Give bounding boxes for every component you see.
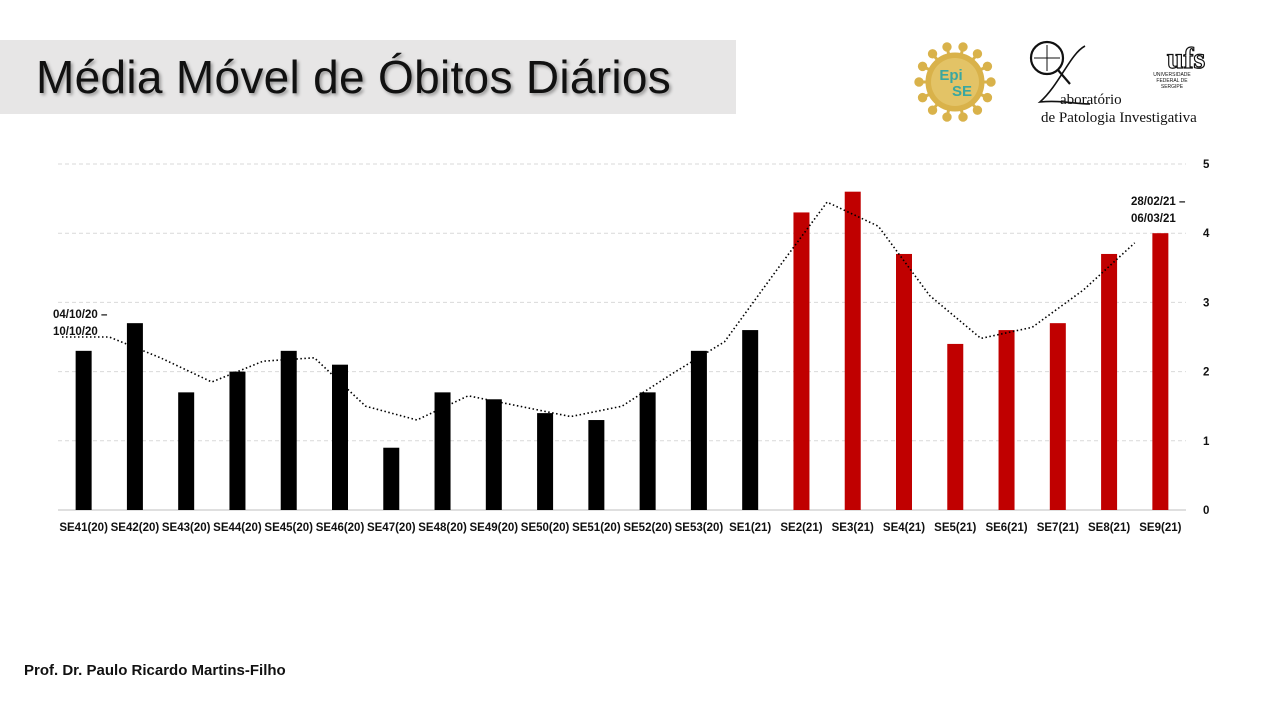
x-tick-label: SE2(21) [780, 522, 822, 534]
lab-logo-line2: de Patologia Investigativa [1041, 110, 1197, 126]
virus-spike-tip [982, 92, 993, 103]
x-tick-label: SE3(21) [832, 522, 874, 534]
virus-spike-tip [958, 112, 968, 122]
virus-spike-tip [986, 77, 996, 87]
virus-core [931, 58, 979, 106]
episE-logo-line1: Epi [939, 67, 962, 84]
x-tick-label: SE6(21) [985, 522, 1027, 534]
x-tick-label: SE45(20) [264, 522, 313, 534]
virus-spike-tip [972, 49, 983, 59]
ufs-logo-text: ufs [1167, 42, 1205, 75]
x-tick-label: SE51(20) [572, 522, 621, 534]
x-tick-label: SE42(20) [111, 522, 160, 534]
annotation-line1: 04/10/20 – [53, 309, 108, 321]
annotation-line2: 06/03/21 [1131, 213, 1176, 225]
bar [793, 212, 810, 510]
author-credit: Prof. Dr. Paulo Ricardo Martins-Filho [24, 662, 286, 679]
x-tick-label: SE48(20) [418, 522, 467, 534]
bar [1101, 253, 1118, 510]
bar [947, 343, 964, 510]
virus-spike-tip [917, 92, 928, 103]
bar [229, 371, 246, 510]
x-tick-label: SE43(20) [162, 522, 211, 534]
magnifier-icon [1029, 40, 1091, 105]
bar [126, 323, 143, 510]
ufs-caption-2: FEDERAL DE [1156, 78, 1188, 84]
y-tick-label: 5 [1203, 159, 1210, 171]
title-banner [0, 40, 736, 114]
x-tick-label: SE7(21) [1037, 522, 1079, 534]
virus-icon [914, 42, 996, 122]
bar [690, 350, 707, 510]
x-tick-label: SE4(21) [883, 522, 925, 534]
y-tick-label: 2 [1203, 367, 1209, 379]
ufs-caption-3: SERGIPE [1161, 84, 1184, 90]
y-tick-label: 3 [1203, 297, 1209, 309]
x-tick-label: SE8(21) [1088, 522, 1130, 534]
bar [742, 330, 759, 510]
bar [383, 447, 400, 510]
y-tick-labels: 0 1 2 3 4 5 [1203, 159, 1210, 517]
virus-spike-tip [942, 42, 952, 52]
annotation-line1: 28/02/21 – [1131, 196, 1186, 208]
bar [537, 413, 554, 510]
trend-line-group [62, 201, 1136, 421]
bar [998, 330, 1015, 510]
gridlines [58, 163, 1186, 511]
bar [280, 350, 297, 510]
virus-spike-tip [942, 112, 952, 122]
bar [332, 364, 348, 510]
x-tick-labels: SE41(20) SE42(20) SE43(20) SE44(20) SE45(20)… [59, 522, 1181, 534]
virus-spike-tip [917, 61, 928, 72]
bar [178, 392, 195, 510]
x-tick-label: SE49(20) [470, 522, 519, 534]
x-tick-label: SE52(20) [623, 522, 672, 534]
ufs-caption-1: UNIVERSIDADE [1153, 72, 1191, 78]
bar [844, 191, 861, 510]
x-tick-label: SE46(20) [316, 522, 365, 534]
bar [1152, 233, 1169, 510]
virus-spike-tip [958, 42, 968, 52]
bar [434, 392, 451, 510]
lab-logo: aboratório de Patologia Investigativa [1029, 40, 1197, 126]
virus-spike-tip [914, 77, 924, 87]
lab-logo-line1: aboratório [1060, 92, 1122, 108]
episE-logo: Epi SE [914, 42, 996, 122]
bar [75, 350, 92, 510]
x-tick-label: SE44(20) [213, 522, 262, 534]
virus-spike-tip [982, 61, 993, 72]
ufs-logo: ufs UNIVERSIDADE FEDERAL DE SERGIPE [1153, 41, 1206, 90]
logos: Epi SE aboratório de Patologia Investiga… [914, 40, 1206, 126]
virus-spike-tip [972, 105, 983, 115]
x-tick-label: SE50(20) [521, 522, 570, 534]
x-tick-label: SE53(20) [675, 522, 724, 534]
x-tick-label: SE41(20) [59, 522, 108, 534]
virus-spike-tip [927, 49, 938, 59]
bar [588, 420, 605, 510]
bar [1049, 323, 1066, 510]
bar [485, 399, 502, 510]
y-tick-label: 1 [1203, 436, 1210, 448]
bar [639, 392, 656, 510]
trend-line [62, 201, 1136, 421]
bars [75, 191, 1169, 510]
x-tick-label: SE9(21) [1139, 522, 1181, 534]
x-tick-label: SE47(20) [367, 522, 416, 534]
bar [896, 253, 912, 510]
y-tick-label: 0 [1203, 505, 1209, 517]
episE-logo-line2: SE [952, 83, 972, 100]
virus-spike-tip [927, 105, 938, 115]
y-tick-label: 4 [1203, 228, 1210, 240]
page-title: Média Móvel de Óbitos Diários [36, 51, 672, 103]
x-tick-label: SE1(21) [729, 522, 771, 534]
x-tick-label: SE5(21) [934, 522, 976, 534]
annotation-line2: 10/10/20 [53, 326, 98, 338]
annotations: 04/10/20 – 10/10/20 28/02/21 – 06/03/21 [53, 196, 1186, 338]
